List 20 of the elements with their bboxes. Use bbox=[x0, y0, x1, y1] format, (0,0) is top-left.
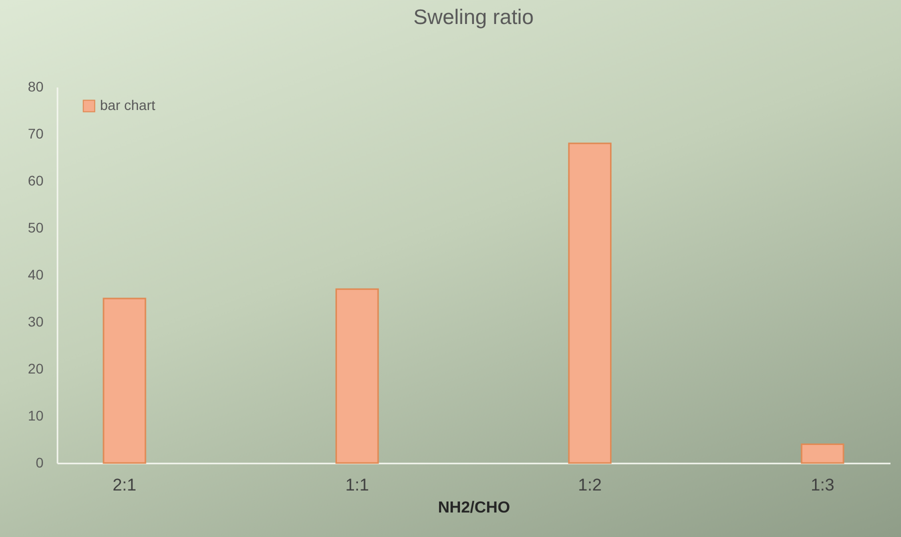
bar bbox=[335, 288, 379, 464]
bar bbox=[102, 298, 146, 464]
y-tick-label: 10 bbox=[28, 408, 44, 424]
x-tick-label: 1:2 bbox=[578, 476, 602, 494]
y-tick-label: 0 bbox=[36, 454, 44, 470]
legend-label: bar chart bbox=[100, 97, 156, 113]
x-tick-label: 2:1 bbox=[112, 476, 136, 494]
y-tick-label: 70 bbox=[28, 126, 44, 142]
chart-title: Sweling ratio bbox=[413, 6, 534, 29]
y-tick-label: 20 bbox=[28, 360, 44, 376]
y-tick-label: 40 bbox=[28, 266, 44, 282]
bar bbox=[800, 443, 844, 464]
y-tick-label: 50 bbox=[28, 220, 44, 236]
x-axis-title: NH2/CHO bbox=[438, 500, 510, 516]
x-tick-label: 1:1 bbox=[345, 476, 369, 494]
y-tick-label: 30 bbox=[28, 314, 44, 330]
y-tick-label: 80 bbox=[28, 78, 44, 94]
y-tick-label: 60 bbox=[28, 172, 44, 188]
x-tick-label: 1:3 bbox=[810, 476, 834, 494]
bar bbox=[568, 142, 612, 464]
